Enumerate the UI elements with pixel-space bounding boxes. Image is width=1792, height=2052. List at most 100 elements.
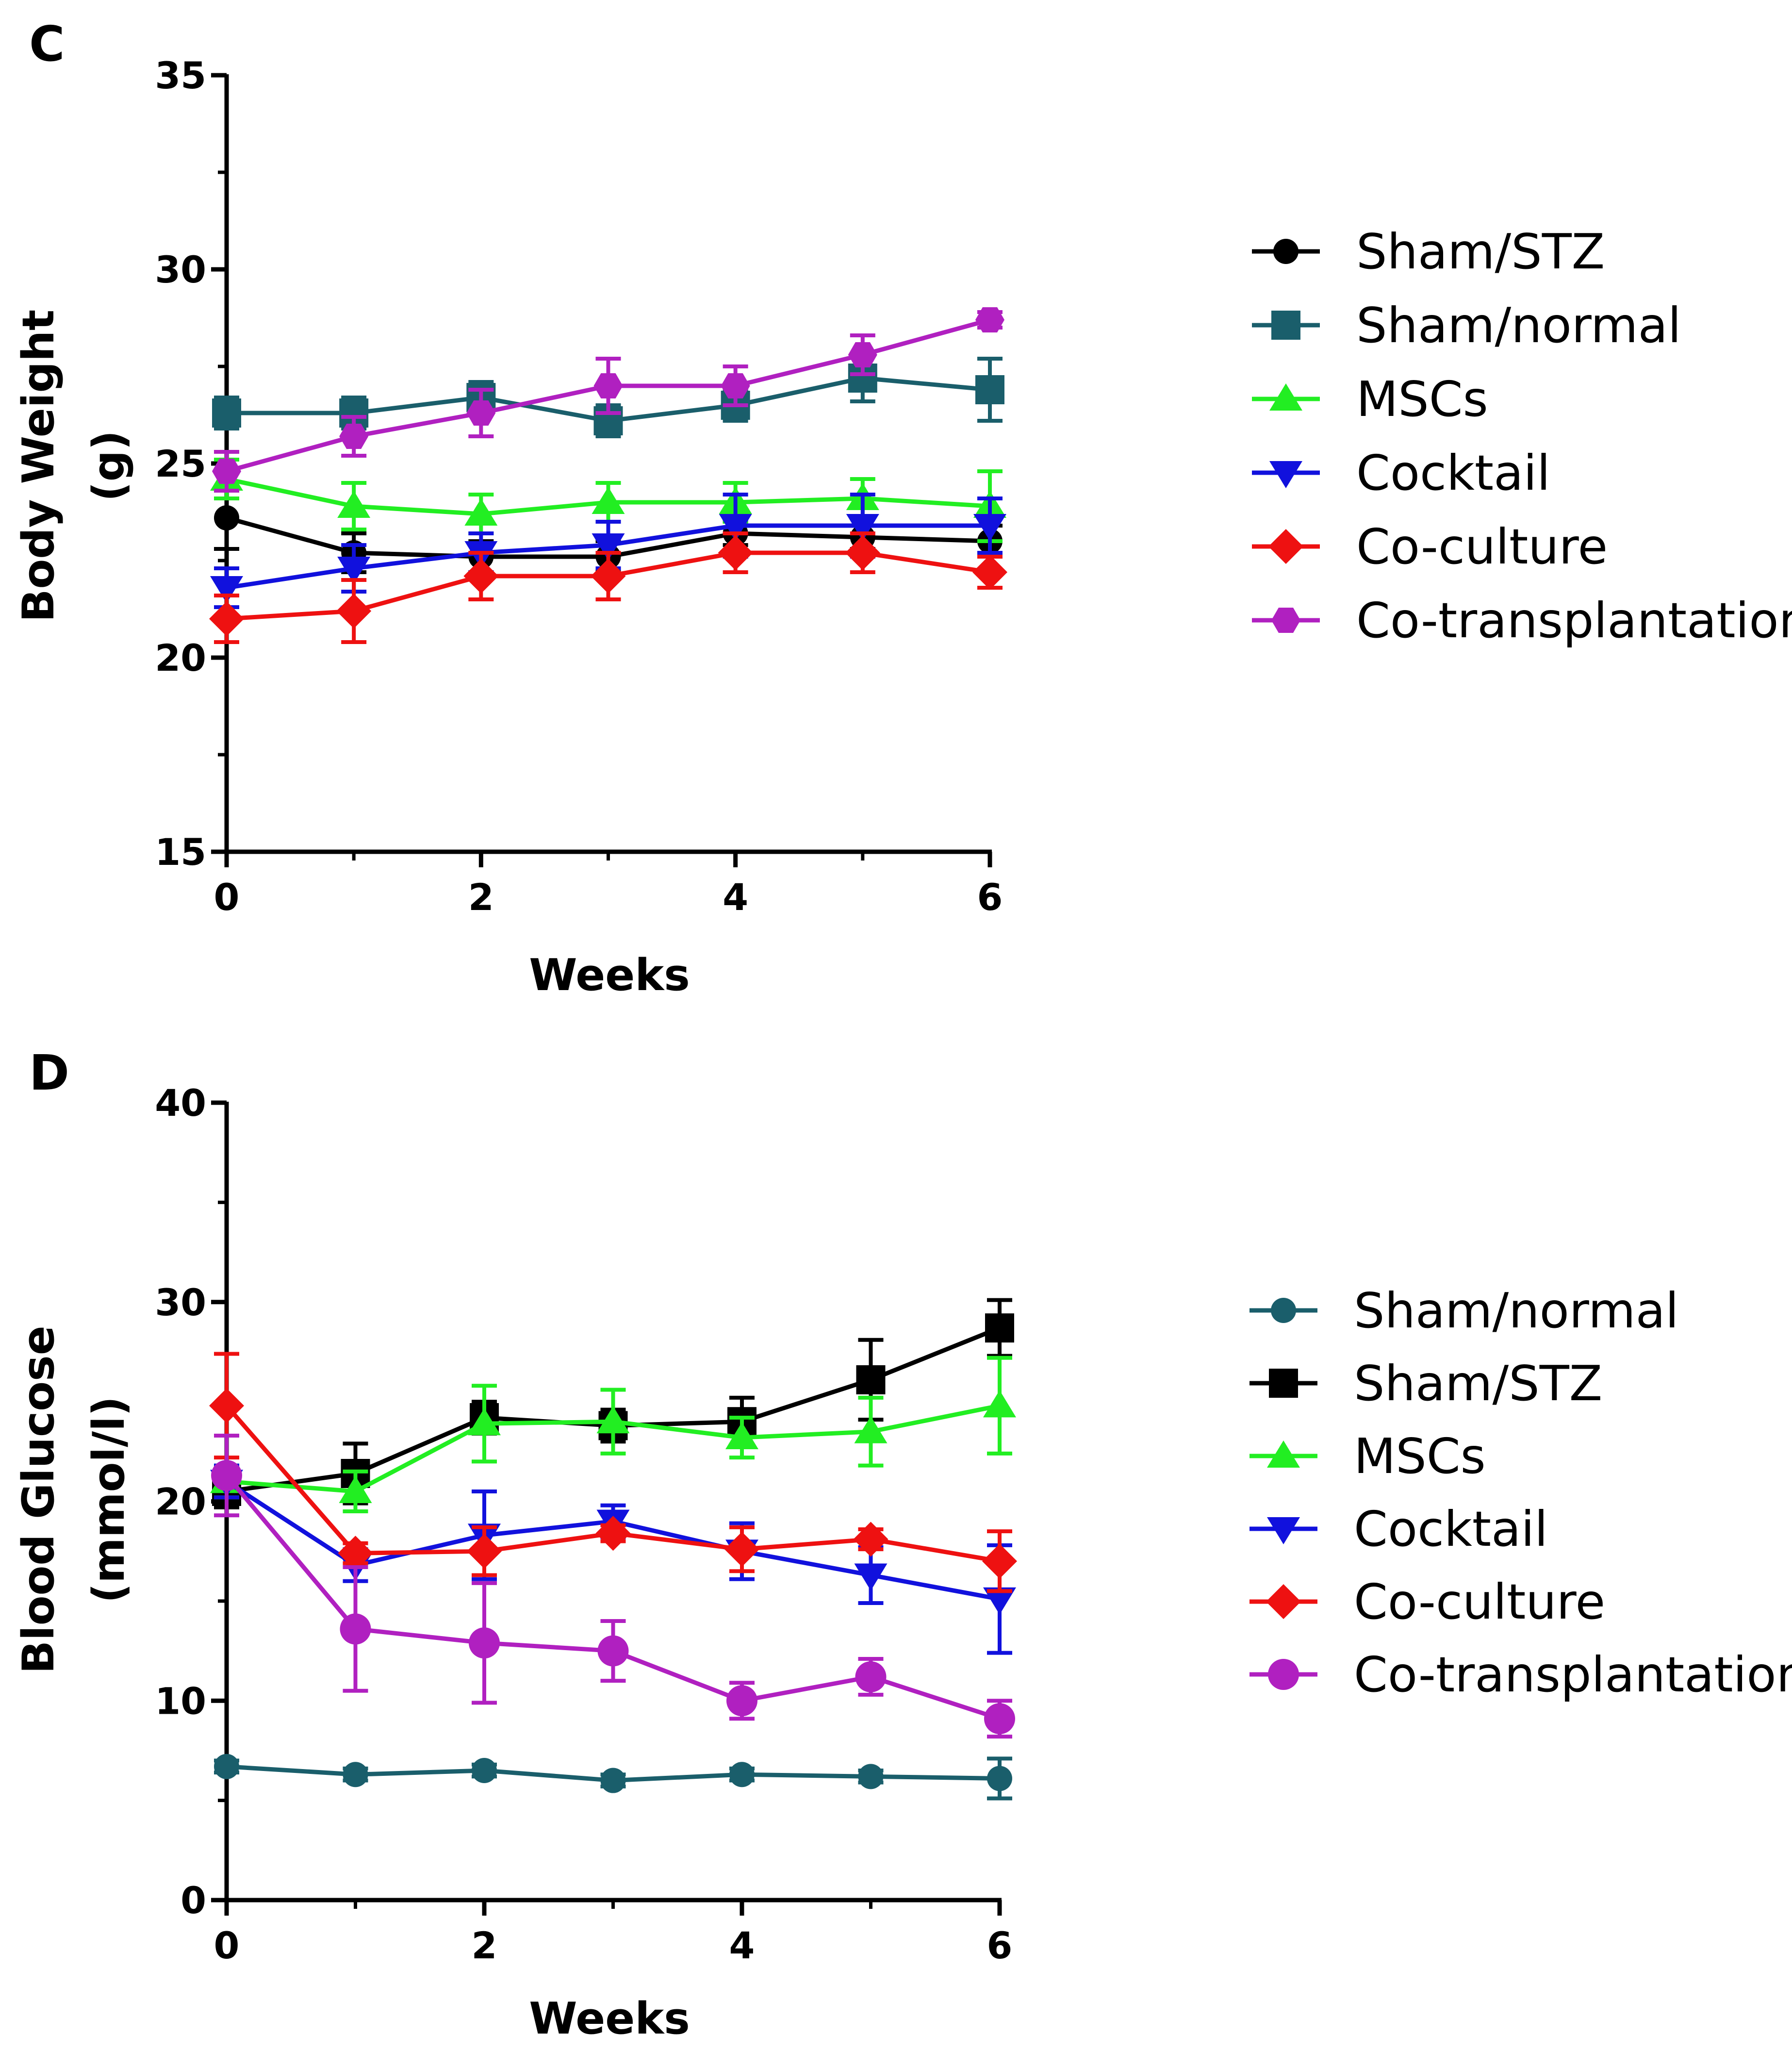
panel-d-co-transplantation-point-week-6 xyxy=(984,1703,1015,1735)
panel-c-legend-item-cocktail: Cocktail xyxy=(1252,445,1550,501)
panel-c-legend-marker-cocktail xyxy=(1269,461,1302,488)
panel-c-co-transplantation-point-week-4 xyxy=(721,373,750,398)
panel-d-co-culture-point-week-3 xyxy=(595,1516,631,1551)
panel-d-y-axis-title-line2: (mmol/l) xyxy=(83,1396,134,1603)
panel-d-legend-label-co-culture: Co-culture xyxy=(1354,1573,1605,1630)
panel-d-legend-marker-sham-stz xyxy=(1269,1369,1298,1398)
panel-c-cocktail-point-week-0 xyxy=(210,576,243,603)
panel-d-x-tick-label-0: 0 xyxy=(214,1924,240,1967)
panel-c-x-tick-label-4: 4 xyxy=(723,876,748,919)
panel-d-co-culture-point-week-5 xyxy=(853,1522,888,1557)
panel-c-y-tick-label-20: 20 xyxy=(155,636,206,679)
panel-c-x-axis-title: Weeks xyxy=(529,950,690,1001)
panel-c-legend-label-sham-normal: Sham/normal xyxy=(1356,297,1681,354)
panel-d-co-culture-point-week-4 xyxy=(724,1532,759,1567)
panel-d-legend-item-co-transplantation: Co-transplantation xyxy=(1249,1646,1792,1703)
panel-d-legend-item-sham-normal: Sham/normal xyxy=(1249,1282,1679,1339)
panel-d-series xyxy=(209,1298,1017,1801)
panel-c-sham-stz-point-week-0 xyxy=(214,505,239,530)
panel-d-legend-marker-sham-normal xyxy=(1271,1298,1296,1323)
panel-c-sham-normal-point-week-6 xyxy=(975,375,1004,404)
panel-c-co-culture-point-week-2 xyxy=(463,559,499,594)
panel-c-co-transplantation-point-week-2 xyxy=(466,400,496,426)
panel-c-legend-label-mscs: MSCs xyxy=(1356,371,1488,428)
panel-c-cocktail-point-week-4 xyxy=(719,514,752,541)
panel-c-y-tick-label-30: 30 xyxy=(155,248,206,291)
panel-d-axes: 0 10 20 30 40 0 2 4 6 xyxy=(155,1081,1012,1967)
panel-c-legend-marker-co-transplantation xyxy=(1271,608,1300,633)
panel-c-co-transplantation-point-week-1 xyxy=(339,424,369,449)
panel-d-legend-label-sham-stz: Sham/STZ xyxy=(1354,1355,1602,1412)
panel-d-mscs-point-week-6 xyxy=(983,1390,1016,1418)
panel-d-mscs-point-week-1 xyxy=(339,1475,372,1503)
panel-d-sham-normal-point-week-3 xyxy=(600,1768,626,1793)
panel-d-sham-normal-point-week-4 xyxy=(729,1762,755,1787)
panel-d-x-tick-label-6: 6 xyxy=(987,1924,1013,1967)
panel-c-x-tick-label-6: 6 xyxy=(977,876,1003,919)
panel-d-mscs-point-week-2 xyxy=(468,1408,501,1436)
panel-d-y-tick-label-10: 10 xyxy=(155,1679,206,1722)
panel-d-co-culture-point-week-6 xyxy=(982,1543,1017,1579)
panel-d-co-culture-point-week-1 xyxy=(338,1536,373,1571)
panel-d-legend-marker-mscs xyxy=(1267,1440,1300,1468)
panel-d-co-culture-point-week-2 xyxy=(467,1534,502,1569)
panel-d-legend-marker-cocktail xyxy=(1267,1517,1300,1544)
panel-d-sham-stz-point-week-6 xyxy=(985,1313,1014,1343)
panel-c-y-tick-label-25: 25 xyxy=(155,442,206,485)
panel-c-legend-item-co-culture: Co-culture xyxy=(1252,518,1608,575)
panel-c-co-culture-point-week-1 xyxy=(336,594,372,629)
panel-c-letter: C xyxy=(29,16,65,72)
panel-d-co-transplantation-point-week-4 xyxy=(726,1685,757,1717)
panel-d-y-tick-label-20: 20 xyxy=(155,1480,206,1523)
panel-c-co-transplantation-point-week-5 xyxy=(848,342,877,367)
panel-d-cocktail-point-week-5 xyxy=(854,1563,888,1591)
panel-d-sham-normal-point-week-0 xyxy=(214,1754,239,1779)
panel-d-co-transplantation-point-week-2 xyxy=(469,1627,500,1659)
panel-c-legend-item-sham-normal: Sham/normal xyxy=(1252,297,1681,354)
panel-c-sham-normal-point-week-0 xyxy=(212,398,241,428)
panel-d-legend-label-mscs: MSCs xyxy=(1354,1428,1486,1485)
panel-d-mscs-point-week-4 xyxy=(725,1422,758,1450)
panel-c-y-tick-label-15: 15 xyxy=(155,830,206,874)
panel-d-mscs-point-week-3 xyxy=(596,1406,630,1434)
panel-d-legend-item-co-culture: Co-culture xyxy=(1249,1573,1605,1630)
panel-d-legend-label-co-transplantation: Co-transplantation xyxy=(1354,1646,1792,1703)
panel-d-series-sham-normal xyxy=(214,1754,1012,1801)
panel-c-y-axis-title-line2: (g) xyxy=(83,430,134,502)
panel-d-legend-item-sham-stz: Sham/STZ xyxy=(1249,1355,1602,1412)
panel-d-y-tick-label-40: 40 xyxy=(155,1081,206,1125)
panel-c-legend-item-mscs: MSCs xyxy=(1252,371,1488,428)
panel-c-cocktail-point-week-1 xyxy=(337,557,371,584)
panel-d-x-tick-label-2: 2 xyxy=(472,1924,497,1967)
panel-c-legend-label-cocktail: Cocktail xyxy=(1356,445,1550,501)
panel-c-co-culture-point-week-5 xyxy=(845,535,880,570)
panel-d-blood-glucose-chart: D Blood Glucose (mmol/l) Weeks 010203040… xyxy=(13,1044,1792,2044)
panel-d-legend-item-cocktail: Cocktail xyxy=(1249,1501,1548,1557)
panel-c-x-tick-label-0: 0 xyxy=(214,876,240,919)
panel-c-y-tick-label-35: 35 xyxy=(155,54,206,97)
panel-d-x-axis-title: Weeks xyxy=(529,1993,690,2044)
panel-c-co-transplantation-point-week-3 xyxy=(593,373,623,398)
panel-c-co-culture-point-week-6 xyxy=(972,555,1007,590)
panel-c-body-weight-chart: C Body Weight (g) Weeks 15 20 25 30 35 0 2 4 6 S… xyxy=(13,16,1792,1001)
panel-c-co-transplantation-point-week-6 xyxy=(975,307,1004,332)
panel-d-y-tick-label-0: 0 xyxy=(181,1879,206,1922)
panel-c-cocktail-point-week-6 xyxy=(973,514,1006,541)
panel-c-co-culture-point-week-0 xyxy=(209,601,244,636)
panel-d-co-transplantation-point-week-5 xyxy=(855,1661,887,1692)
panel-c-legend-item-co-transplantation: Co-transplantation xyxy=(1252,592,1792,649)
panel-c-legend-marker-co-culture xyxy=(1268,529,1303,564)
panel-d-co-culture-point-week-0 xyxy=(209,1388,244,1423)
panel-d-legend-marker-co-culture xyxy=(1266,1584,1301,1619)
panel-c-series xyxy=(209,307,1007,644)
panel-d-sham-normal-point-week-5 xyxy=(858,1764,884,1789)
panel-d-legend-marker-co-transplantation xyxy=(1268,1659,1299,1690)
panel-d-mscs-point-week-5 xyxy=(854,1416,888,1443)
panel-c-x-tick-label-2: 2 xyxy=(468,876,494,919)
panel-c-axes: 15 20 25 30 35 0 2 4 6 xyxy=(155,54,1003,919)
panel-d-sham-normal-point-week-1 xyxy=(343,1762,368,1787)
panel-d-cocktail-point-week-6 xyxy=(983,1587,1016,1615)
panel-c-legend-label-co-culture: Co-culture xyxy=(1356,518,1608,575)
panel-c-legend-marker-sham-stz xyxy=(1273,239,1299,264)
